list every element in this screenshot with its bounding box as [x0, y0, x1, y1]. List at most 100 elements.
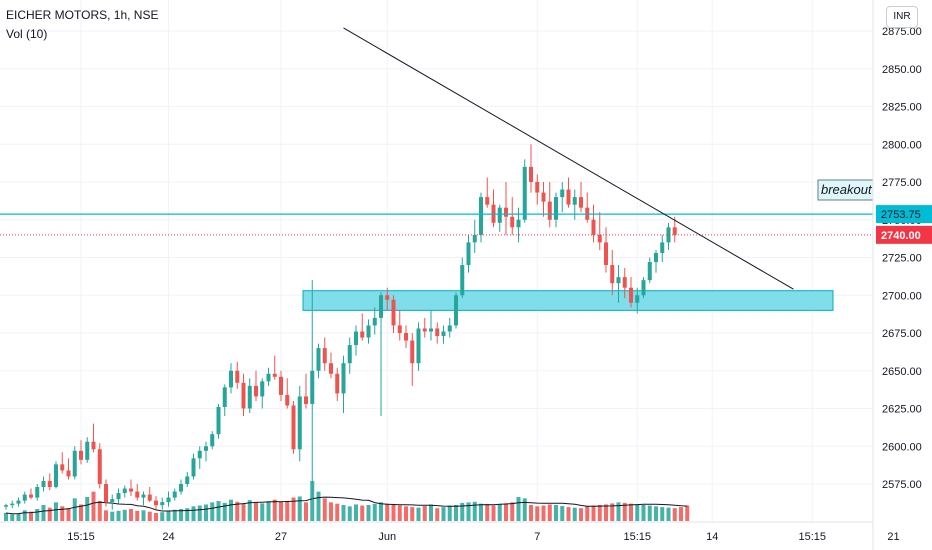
- candle-body: [304, 396, 308, 404]
- volume-bar: [604, 504, 608, 521]
- y-tick-label: 2700.00: [882, 290, 922, 302]
- candle-body: [660, 242, 665, 253]
- x-tick-label: 24: [162, 531, 174, 543]
- volume-bar: [47, 507, 52, 521]
- x-tick-label: 7: [534, 531, 540, 543]
- volume-bar: [16, 513, 21, 521]
- candle-body: [547, 201, 552, 220]
- y-tick-label: 2875.00: [882, 26, 922, 38]
- candle-body: [85, 441, 90, 460]
- candle-body: [504, 207, 508, 217]
- last-price-tag: [876, 225, 932, 244]
- candle-body: [197, 450, 202, 459]
- volume-bar: [210, 502, 215, 521]
- y-tick-label: 2775.00: [882, 177, 922, 189]
- candle-body: [97, 449, 102, 484]
- candle-body: [341, 363, 346, 394]
- volume-bar: [191, 506, 196, 521]
- volume-bar: [60, 506, 65, 521]
- x-tick-label: 15:15: [798, 531, 826, 543]
- volume-bar: [422, 506, 427, 521]
- volume-bar: [666, 507, 671, 521]
- candle-body: [629, 287, 633, 303]
- candle-body: [366, 325, 371, 338]
- volume-bar: [447, 505, 452, 521]
- volume-bar: [610, 503, 615, 521]
- y-tick-label: 2850.00: [882, 64, 922, 76]
- volume-bar: [441, 507, 446, 521]
- volume-bar: [385, 503, 390, 521]
- level-price-tag: [876, 205, 932, 224]
- candle-body: [397, 325, 402, 333]
- volume-bar: [616, 502, 621, 521]
- candle-body: [554, 197, 558, 220]
- candle-body: [141, 494, 146, 498]
- candle-body: [291, 405, 296, 450]
- candle-body: [204, 446, 208, 451]
- volume-bar: [4, 513, 8, 521]
- volume-bar: [341, 505, 346, 521]
- volume-bar: [597, 505, 602, 521]
- volume-bar: [366, 505, 371, 521]
- chart-title: EICHER MOTORS, 1h, NSE: [6, 8, 159, 22]
- candle-body: [247, 385, 252, 409]
- candle-body: [591, 219, 596, 235]
- volume-bar: [254, 502, 258, 521]
- volume-bar: [560, 506, 565, 521]
- candle-body: [454, 295, 458, 326]
- candle-body: [185, 476, 190, 484]
- x-tick-label: 21: [887, 531, 899, 543]
- x-tick-label: Jun: [378, 531, 396, 543]
- volume-bar: [554, 505, 558, 521]
- candle-body: [179, 484, 183, 492]
- candle-body: [641, 280, 646, 296]
- candle-body: [647, 262, 652, 281]
- candle-body: [310, 370, 315, 404]
- volume-bar: [535, 506, 540, 521]
- volume-bar: [291, 497, 296, 521]
- volume-bar: [510, 502, 515, 521]
- candle-body: [666, 227, 671, 243]
- y-tick-label: 2675.00: [882, 328, 922, 340]
- volume-bar: [491, 505, 496, 521]
- candle-body: [466, 242, 471, 266]
- volume-bar: [172, 509, 177, 521]
- candle-body: [429, 328, 433, 332]
- volume-bar: [185, 508, 190, 521]
- currency-button[interactable]: INR: [886, 6, 918, 28]
- volume-bar: [435, 508, 440, 521]
- volume-bar: [572, 507, 577, 521]
- volume-bar: [54, 502, 58, 521]
- candle-body: [435, 328, 440, 337]
- candle-body: [472, 234, 477, 243]
- candle-body: [416, 328, 421, 364]
- volume-bar: [197, 505, 202, 521]
- volume-bar: [566, 507, 571, 521]
- candle-body: [22, 494, 27, 501]
- volume-bar: [135, 510, 140, 521]
- volume-bar: [116, 510, 121, 521]
- candle-body: [654, 252, 658, 263]
- volume-bar: [585, 506, 590, 521]
- candle-body: [54, 464, 58, 488]
- candle-body: [122, 488, 127, 494]
- breakout-label: breakout: [821, 182, 873, 197]
- trendline: [343, 27, 794, 290]
- volume-bar: [685, 505, 690, 521]
- x-tick-label: 15:15: [67, 531, 95, 543]
- candle-body: [266, 373, 271, 382]
- candle-body: [635, 295, 640, 303]
- volume-bar: [154, 513, 158, 521]
- volume-bar: [204, 504, 208, 521]
- candle-body: [29, 494, 33, 498]
- volume-bar: [466, 502, 471, 521]
- volume-bar: [310, 481, 315, 521]
- candle-body: [579, 197, 583, 208]
- volume-bar: [72, 498, 77, 521]
- candle-body: [441, 331, 446, 337]
- volume-bar: [504, 503, 508, 521]
- volume-bar: [222, 502, 227, 521]
- volume-indicator-label: Vol (10): [6, 27, 48, 41]
